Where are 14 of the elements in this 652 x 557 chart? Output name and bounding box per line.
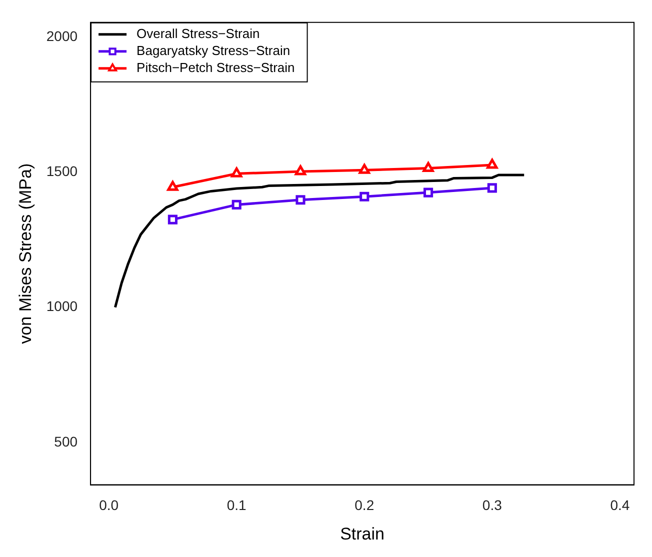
y-tick-label: 2000 — [46, 28, 78, 44]
y-tick-label: 1500 — [46, 163, 78, 180]
legend-label: Bagaryatsky Stress−Strain — [136, 42, 290, 58]
x-tick-label: 0.0 — [99, 497, 119, 514]
x-tick-label: 0.1 — [226, 497, 247, 514]
y-tick-label: 500 — [54, 433, 78, 450]
legend-label: Pitsch−Petch Stress−Strain — [136, 60, 295, 75]
x-tick-label: 0.2 — [354, 497, 374, 514]
y-tick-label: 1000 — [46, 298, 78, 314]
x-tick-label: 0.3 — [482, 497, 502, 514]
legend-label: Overall Stress−Strain — [136, 26, 260, 41]
y-axis-title: von Mises Stress (MPa) — [16, 163, 35, 344]
x-axis-title: Strain — [340, 524, 384, 544]
x-tick-label: 0.4 — [610, 497, 630, 514]
